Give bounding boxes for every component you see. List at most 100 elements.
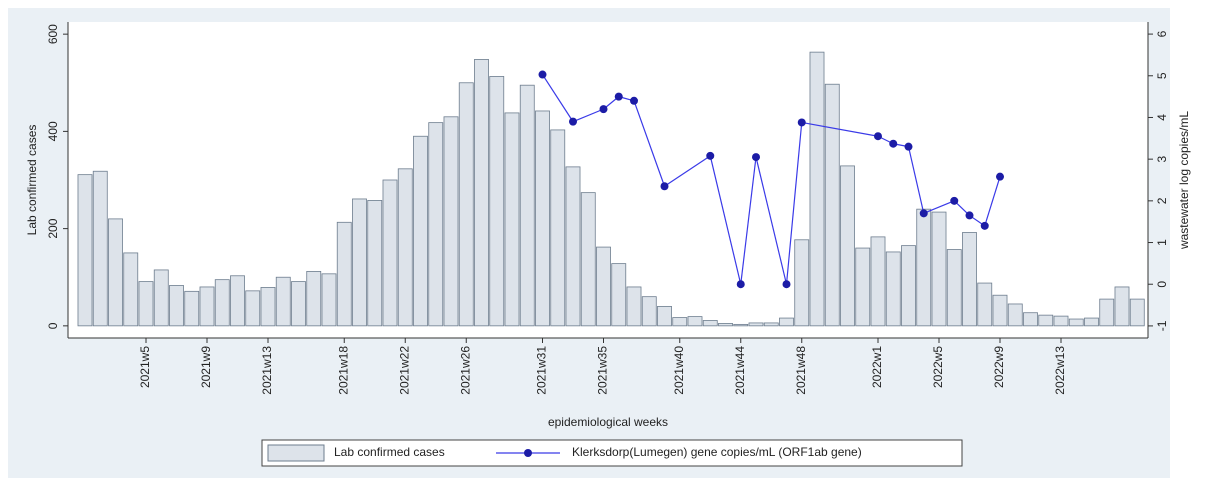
x-tick-label: 2021w44 [733,346,747,395]
connector [633,100,666,187]
bar [611,263,627,327]
bar [550,129,566,327]
marker [950,196,959,205]
connector [984,176,1001,227]
connector [907,146,925,214]
bar [840,165,855,327]
bar [855,247,871,327]
bar [138,281,154,327]
bar [992,294,1008,327]
y2-tick-label: 3 [1155,155,1169,162]
bar [169,285,184,327]
y2-tick-label: -1 [1155,320,1169,331]
x-tick-label: 2021w13 [260,346,274,395]
y2-tick-label: 2 [1155,197,1169,204]
bar [153,269,169,327]
bar [291,281,306,327]
bar [1038,314,1054,327]
bar [1053,315,1069,327]
marker [996,172,1004,181]
marker [706,151,715,160]
bar [794,239,810,327]
bar [1114,286,1130,327]
x-tick-label: 2021w26 [458,346,472,395]
bar [702,320,718,327]
bar [672,317,688,327]
bar [626,286,642,327]
bar [763,322,779,327]
legend-label: Klerksdorp(Lumegen) gene copies/mL (ORF1… [572,445,862,459]
bar [946,249,962,327]
y2-tick-label: 5 [1155,72,1169,79]
y-tick-label: 600 [46,24,60,44]
bar [962,232,977,327]
y-tick-label: 200 [46,218,60,238]
x-tick-label: 2021w35 [596,346,610,395]
bar [397,168,413,327]
y-tick-label: 0 [46,322,60,329]
marker [782,280,791,289]
bar [413,135,428,327]
bar [596,246,611,327]
y2-tick-label: 6 [1155,30,1169,37]
y-axis-title: Lab confirmed cases [25,125,39,236]
bar [123,252,139,327]
bar [474,59,489,327]
bar [108,218,123,327]
bar [733,323,749,327]
bar [779,317,794,327]
x-tick-label: 2022w13 [1053,346,1067,395]
bar [336,221,352,327]
bar [489,76,505,327]
bar [1068,318,1084,327]
bar [443,116,459,327]
bar [657,305,672,327]
bar [260,287,276,327]
bar [184,290,200,327]
bar [535,110,550,327]
marker [569,117,577,126]
bar [1129,298,1145,327]
connector [755,156,788,285]
bar [1023,312,1038,327]
x-tick-label: 2021w5 [138,346,152,388]
connector [785,122,803,285]
bar [809,51,825,327]
bar [885,251,901,327]
connector [572,108,604,123]
bar [931,211,947,327]
legend-swatch [267,444,325,462]
connector [709,155,742,285]
x-tick-label: 2022w1 [870,346,884,388]
marker [538,70,547,79]
connector [664,155,711,187]
bar [367,200,383,327]
bar [580,192,596,327]
connector [923,200,955,214]
bar [824,83,840,327]
bar [199,286,215,327]
marker [599,105,608,114]
marker [919,209,928,218]
bar [1007,303,1023,327]
y2-tick-label: 4 [1155,114,1169,121]
legend-label: Lab confirmed cases [334,445,445,459]
marker [736,280,745,289]
x-tick-label: 2021w40 [672,346,686,395]
bar [306,270,322,327]
legend [261,439,963,467]
bar [245,290,261,327]
x-tick-label: 2021w48 [794,346,808,395]
connector [541,74,574,122]
x-tick-label: 2022w9 [992,346,1006,388]
marker [904,142,913,151]
bar [77,174,93,327]
marker [630,96,638,105]
y-tick-label: 400 [46,121,60,141]
bar [565,166,581,327]
marker [660,182,669,191]
bar [748,322,764,327]
bar [458,82,474,327]
bar [870,236,886,327]
